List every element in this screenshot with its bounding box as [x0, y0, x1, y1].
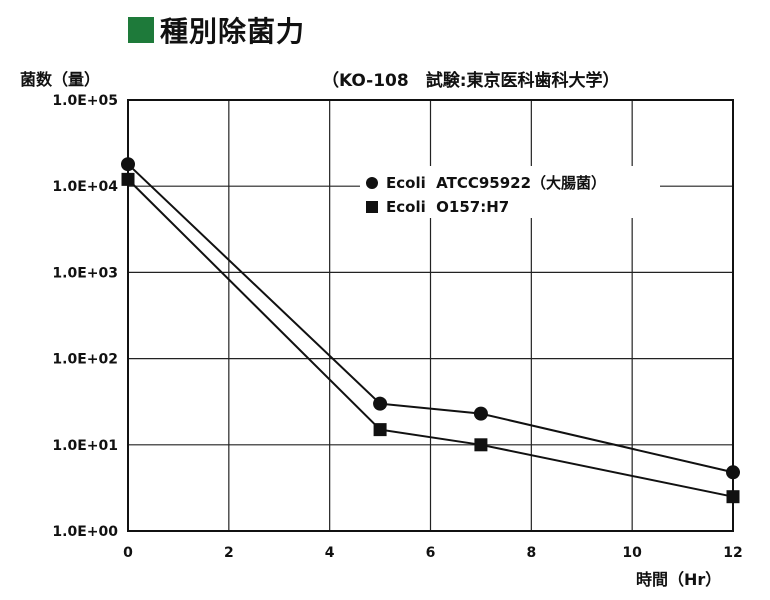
x-tick-label: 4: [325, 545, 335, 561]
y-tick-label: 1.0E+05: [52, 93, 118, 109]
y-tick-label: 1.0E+00: [52, 524, 118, 540]
data-point-circle: [726, 465, 740, 480]
chart-subtitle: （KO-108 試験:東京医科歯科大学）: [322, 71, 620, 91]
chart-title: 種別除菌力: [160, 15, 306, 48]
series-line: [127, 163, 734, 474]
x-tick-label: 12: [723, 545, 742, 561]
legend-label: Ecoli O157:H7: [386, 198, 509, 216]
data-point-square: [474, 438, 488, 452]
y-tick-label: 1.0E+02: [52, 352, 118, 368]
legend-marker-square: [366, 201, 378, 213]
y-tick-label: 1.0E+01: [52, 438, 118, 454]
x-tick-label: 6: [426, 545, 436, 561]
data-point-circle: [473, 406, 488, 421]
title-area: 種別除菌力: [128, 10, 305, 50]
y-axis-label: 菌数（量）: [20, 70, 101, 89]
series-line: [127, 178, 734, 498]
x-tick-label: 8: [526, 545, 536, 561]
data-point-square: [373, 423, 387, 437]
data-point-circle: [373, 396, 388, 411]
legend-label: Ecoli ATCC95922（大腸菌）: [386, 174, 606, 192]
title-block-icon: [128, 17, 154, 43]
plot-frame: [127, 99, 734, 532]
x-axis-label: 時間（Hr）: [636, 570, 722, 589]
y-tick-label: 1.0E+04: [52, 179, 118, 195]
data-point-circle: [121, 157, 135, 172]
data-point-square: [121, 172, 135, 186]
legend-marker-circle: [366, 177, 378, 189]
y-tick-label: 1.0E+03: [52, 265, 118, 281]
x-tick-label: 2: [224, 545, 234, 561]
legend-box: [360, 166, 660, 218]
x-tick-label: 0: [123, 545, 133, 561]
data-point-square: [726, 490, 740, 504]
x-tick-label: 10: [622, 545, 642, 561]
